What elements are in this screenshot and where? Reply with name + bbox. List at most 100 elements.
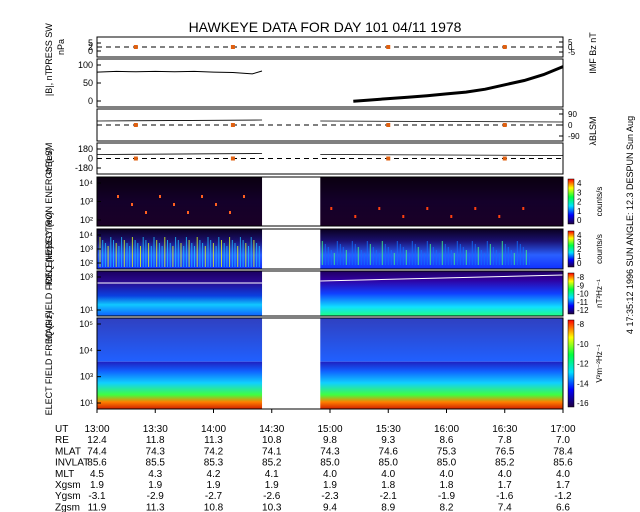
ephemeris-cell: 8.9	[381, 502, 395, 512]
ephemeris-cell: 1.9	[207, 480, 221, 491]
panel-frame	[96, 270, 564, 317]
imf-marker	[230, 156, 235, 161]
ephemeris-cell: 7.8	[498, 435, 512, 446]
elect-lower-band	[97, 361, 563, 409]
angle-trace	[96, 119, 564, 123]
imf-marker	[230, 123, 235, 127]
ephemeris-cell: 13:00	[84, 424, 109, 435]
time-ticks	[96, 409, 564, 413]
imf-marker	[386, 123, 391, 127]
y-tick-label: 10³	[80, 197, 93, 207]
ephemeris-row-label: MLAT	[55, 446, 81, 457]
colorbar-tick-label: -10	[577, 290, 589, 299]
ephemeris-cell: 11.9	[88, 502, 107, 512]
ephemeris-cell: -2.6	[263, 491, 281, 502]
colorbar-label: V²m⁻²Hz⁻¹	[595, 344, 604, 383]
y-tick-label: 5	[88, 38, 93, 48]
imf-marker	[230, 45, 235, 49]
y-tick-label: 10²	[80, 215, 93, 225]
imf-marker	[502, 156, 507, 161]
ephemeris-cell: -2.1	[380, 491, 398, 502]
y-tick-label: 2	[88, 42, 93, 52]
colorbar-tick-label: 4	[577, 179, 582, 188]
ephemeris-row-label: UT	[55, 424, 68, 435]
colorbar-tick-label: -14	[577, 379, 589, 388]
right-tick-label: 0	[568, 121, 573, 130]
y-tick-label: 0	[88, 154, 93, 164]
y-tick-label: 0	[88, 46, 93, 56]
ephemeris-cell: 6.6	[556, 502, 570, 512]
ephemeris-cell: 4.1	[265, 469, 279, 480]
ephemeris-row-label: Zgsm	[55, 502, 80, 512]
ephemeris-row-label: RE	[55, 435, 69, 446]
ephemeris-cell: 75.3	[437, 446, 457, 457]
y-axis-label: |B|, nT	[44, 69, 54, 96]
electron-spot	[330, 207, 333, 210]
ephemeris-cell: 85.5	[146, 458, 166, 469]
ephemeris-cell: 16:30	[492, 424, 517, 435]
ephemeris-cell: 1.9	[323, 480, 337, 491]
ephemeris-cell: 76.5	[495, 446, 515, 457]
ephemeris-cell: 4.0	[323, 469, 337, 480]
colorbar-label: counts/s	[595, 234, 604, 264]
colorbar-tick-label: -16	[577, 399, 589, 408]
colorbar-tick-label: -9	[577, 281, 585, 290]
ephemeris-cell: 15:00	[317, 424, 342, 435]
colorbar	[567, 230, 575, 268]
colorbar	[567, 319, 575, 408]
electron-spot	[229, 211, 231, 214]
data-gap	[262, 177, 321, 226]
ephemeris-cell: 15:30	[376, 424, 401, 435]
ephemeris-cell: 4.2	[207, 469, 221, 480]
right-tick-label: 0	[568, 43, 573, 52]
right-axis-label: λBLSM	[588, 116, 598, 145]
electron-spot	[173, 203, 175, 206]
colorbar-tick-label: -12	[577, 360, 589, 369]
ephemeris-cell: 1.9	[90, 480, 104, 491]
ephemeris-cell: 9.4	[323, 502, 337, 512]
y-tick-label: 10⁵	[79, 319, 93, 329]
y-tick-label: 100	[78, 60, 93, 70]
colorbar-tick-label: -8	[577, 320, 585, 329]
ephemeris-cell: 74.3	[146, 446, 166, 457]
ephemeris-cell: 10.8	[262, 435, 282, 446]
electron-spot	[159, 195, 161, 198]
electron-spot	[201, 195, 203, 198]
y-axis-label: ION ENERGY (ev)	[44, 212, 54, 286]
panel-frame	[96, 58, 564, 108]
ephemeris-cell: 85.6	[553, 458, 573, 469]
colorbar	[567, 272, 575, 315]
right-tick-label: 90	[568, 110, 577, 119]
y-tick-label: 10⁴	[79, 178, 93, 188]
ephemeris-row-label: Xgsm	[55, 480, 81, 491]
ephemeris-cell: 7.0	[556, 435, 570, 446]
electron-spectrogram	[97, 177, 563, 226]
electron-spot	[187, 211, 189, 214]
side-label: 4 17:35:12 1996 SUN ANGLE: 12.3 DESPUN S…	[625, 116, 635, 334]
ephemeris-cell: 74.6	[379, 446, 399, 457]
ephemeris-cell: -2.3	[321, 491, 339, 502]
ephemeris-row-label: INVLAT	[55, 458, 89, 469]
colorbar-tick-label: 4	[577, 231, 582, 240]
ephemeris-cell: 7.4	[498, 502, 512, 512]
ephemeris-cell: -2.7	[205, 491, 223, 502]
ephemeris-cell: 1.7	[556, 480, 570, 491]
right-tick-label: -5	[568, 48, 576, 57]
ephemeris-cell: 4.0	[381, 469, 395, 480]
y-axis-label: MAG FIELD FREQ (Hz)	[44, 246, 54, 342]
panel-lambda: λBLSM 90 0 -90	[96, 108, 598, 146]
ephemeris-cell: 11.3	[204, 435, 223, 446]
imf-marker	[386, 45, 391, 49]
y-tick-label: 10⁴	[79, 345, 93, 355]
ephemeris-cell: 1.8	[440, 480, 454, 491]
imf-marker	[502, 123, 507, 127]
electron-spot	[354, 215, 357, 218]
data-gap	[262, 271, 321, 316]
colorbar-tick-label: 3	[577, 188, 582, 197]
electron-spot	[450, 215, 453, 218]
ephemeris-cell: 1.8	[381, 480, 395, 491]
